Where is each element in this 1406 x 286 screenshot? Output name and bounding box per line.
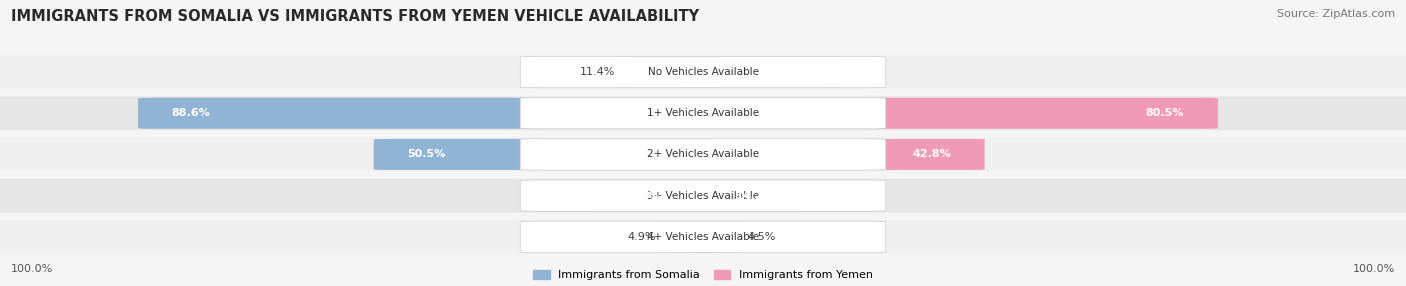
Text: 100.0%: 100.0% (1353, 264, 1395, 274)
FancyBboxPatch shape (520, 139, 886, 170)
Text: 100.0%: 100.0% (11, 264, 53, 274)
Text: 2+ Vehicles Available: 2+ Vehicles Available (647, 150, 759, 159)
FancyBboxPatch shape (686, 57, 841, 88)
Text: 4.9%: 4.9% (627, 232, 655, 242)
Text: 4.5%: 4.5% (748, 232, 776, 242)
FancyBboxPatch shape (374, 139, 720, 170)
FancyBboxPatch shape (655, 221, 720, 252)
Text: 3+ Vehicles Available: 3+ Vehicles Available (647, 191, 759, 200)
FancyBboxPatch shape (588, 180, 720, 211)
Legend: Immigrants from Somalia, Immigrants from Yemen: Immigrants from Somalia, Immigrants from… (533, 270, 873, 281)
FancyBboxPatch shape (520, 221, 886, 253)
FancyBboxPatch shape (138, 98, 720, 129)
Text: 88.6%: 88.6% (172, 108, 211, 118)
FancyBboxPatch shape (520, 180, 886, 211)
Text: 15.9%: 15.9% (621, 191, 661, 200)
FancyBboxPatch shape (686, 139, 984, 170)
FancyBboxPatch shape (616, 57, 720, 88)
Text: No Vehicles Available: No Vehicles Available (648, 67, 758, 77)
FancyBboxPatch shape (0, 220, 1406, 254)
FancyBboxPatch shape (686, 221, 748, 252)
FancyBboxPatch shape (520, 56, 886, 88)
Text: 1+ Vehicles Available: 1+ Vehicles Available (647, 108, 759, 118)
Text: 19.5%: 19.5% (768, 67, 807, 77)
Text: Source: ZipAtlas.com: Source: ZipAtlas.com (1277, 9, 1395, 19)
FancyBboxPatch shape (0, 138, 1406, 171)
Text: 14.2%: 14.2% (735, 191, 773, 200)
FancyBboxPatch shape (0, 55, 1406, 89)
FancyBboxPatch shape (686, 98, 1218, 129)
FancyBboxPatch shape (0, 96, 1406, 130)
FancyBboxPatch shape (520, 98, 886, 129)
FancyBboxPatch shape (686, 180, 807, 211)
Text: 4+ Vehicles Available: 4+ Vehicles Available (647, 232, 759, 242)
Text: 50.5%: 50.5% (408, 150, 446, 159)
FancyBboxPatch shape (0, 179, 1406, 212)
Text: 42.8%: 42.8% (912, 150, 950, 159)
Text: 11.4%: 11.4% (581, 67, 616, 77)
Text: IMMIGRANTS FROM SOMALIA VS IMMIGRANTS FROM YEMEN VEHICLE AVAILABILITY: IMMIGRANTS FROM SOMALIA VS IMMIGRANTS FR… (11, 9, 699, 23)
Text: 80.5%: 80.5% (1146, 108, 1184, 118)
